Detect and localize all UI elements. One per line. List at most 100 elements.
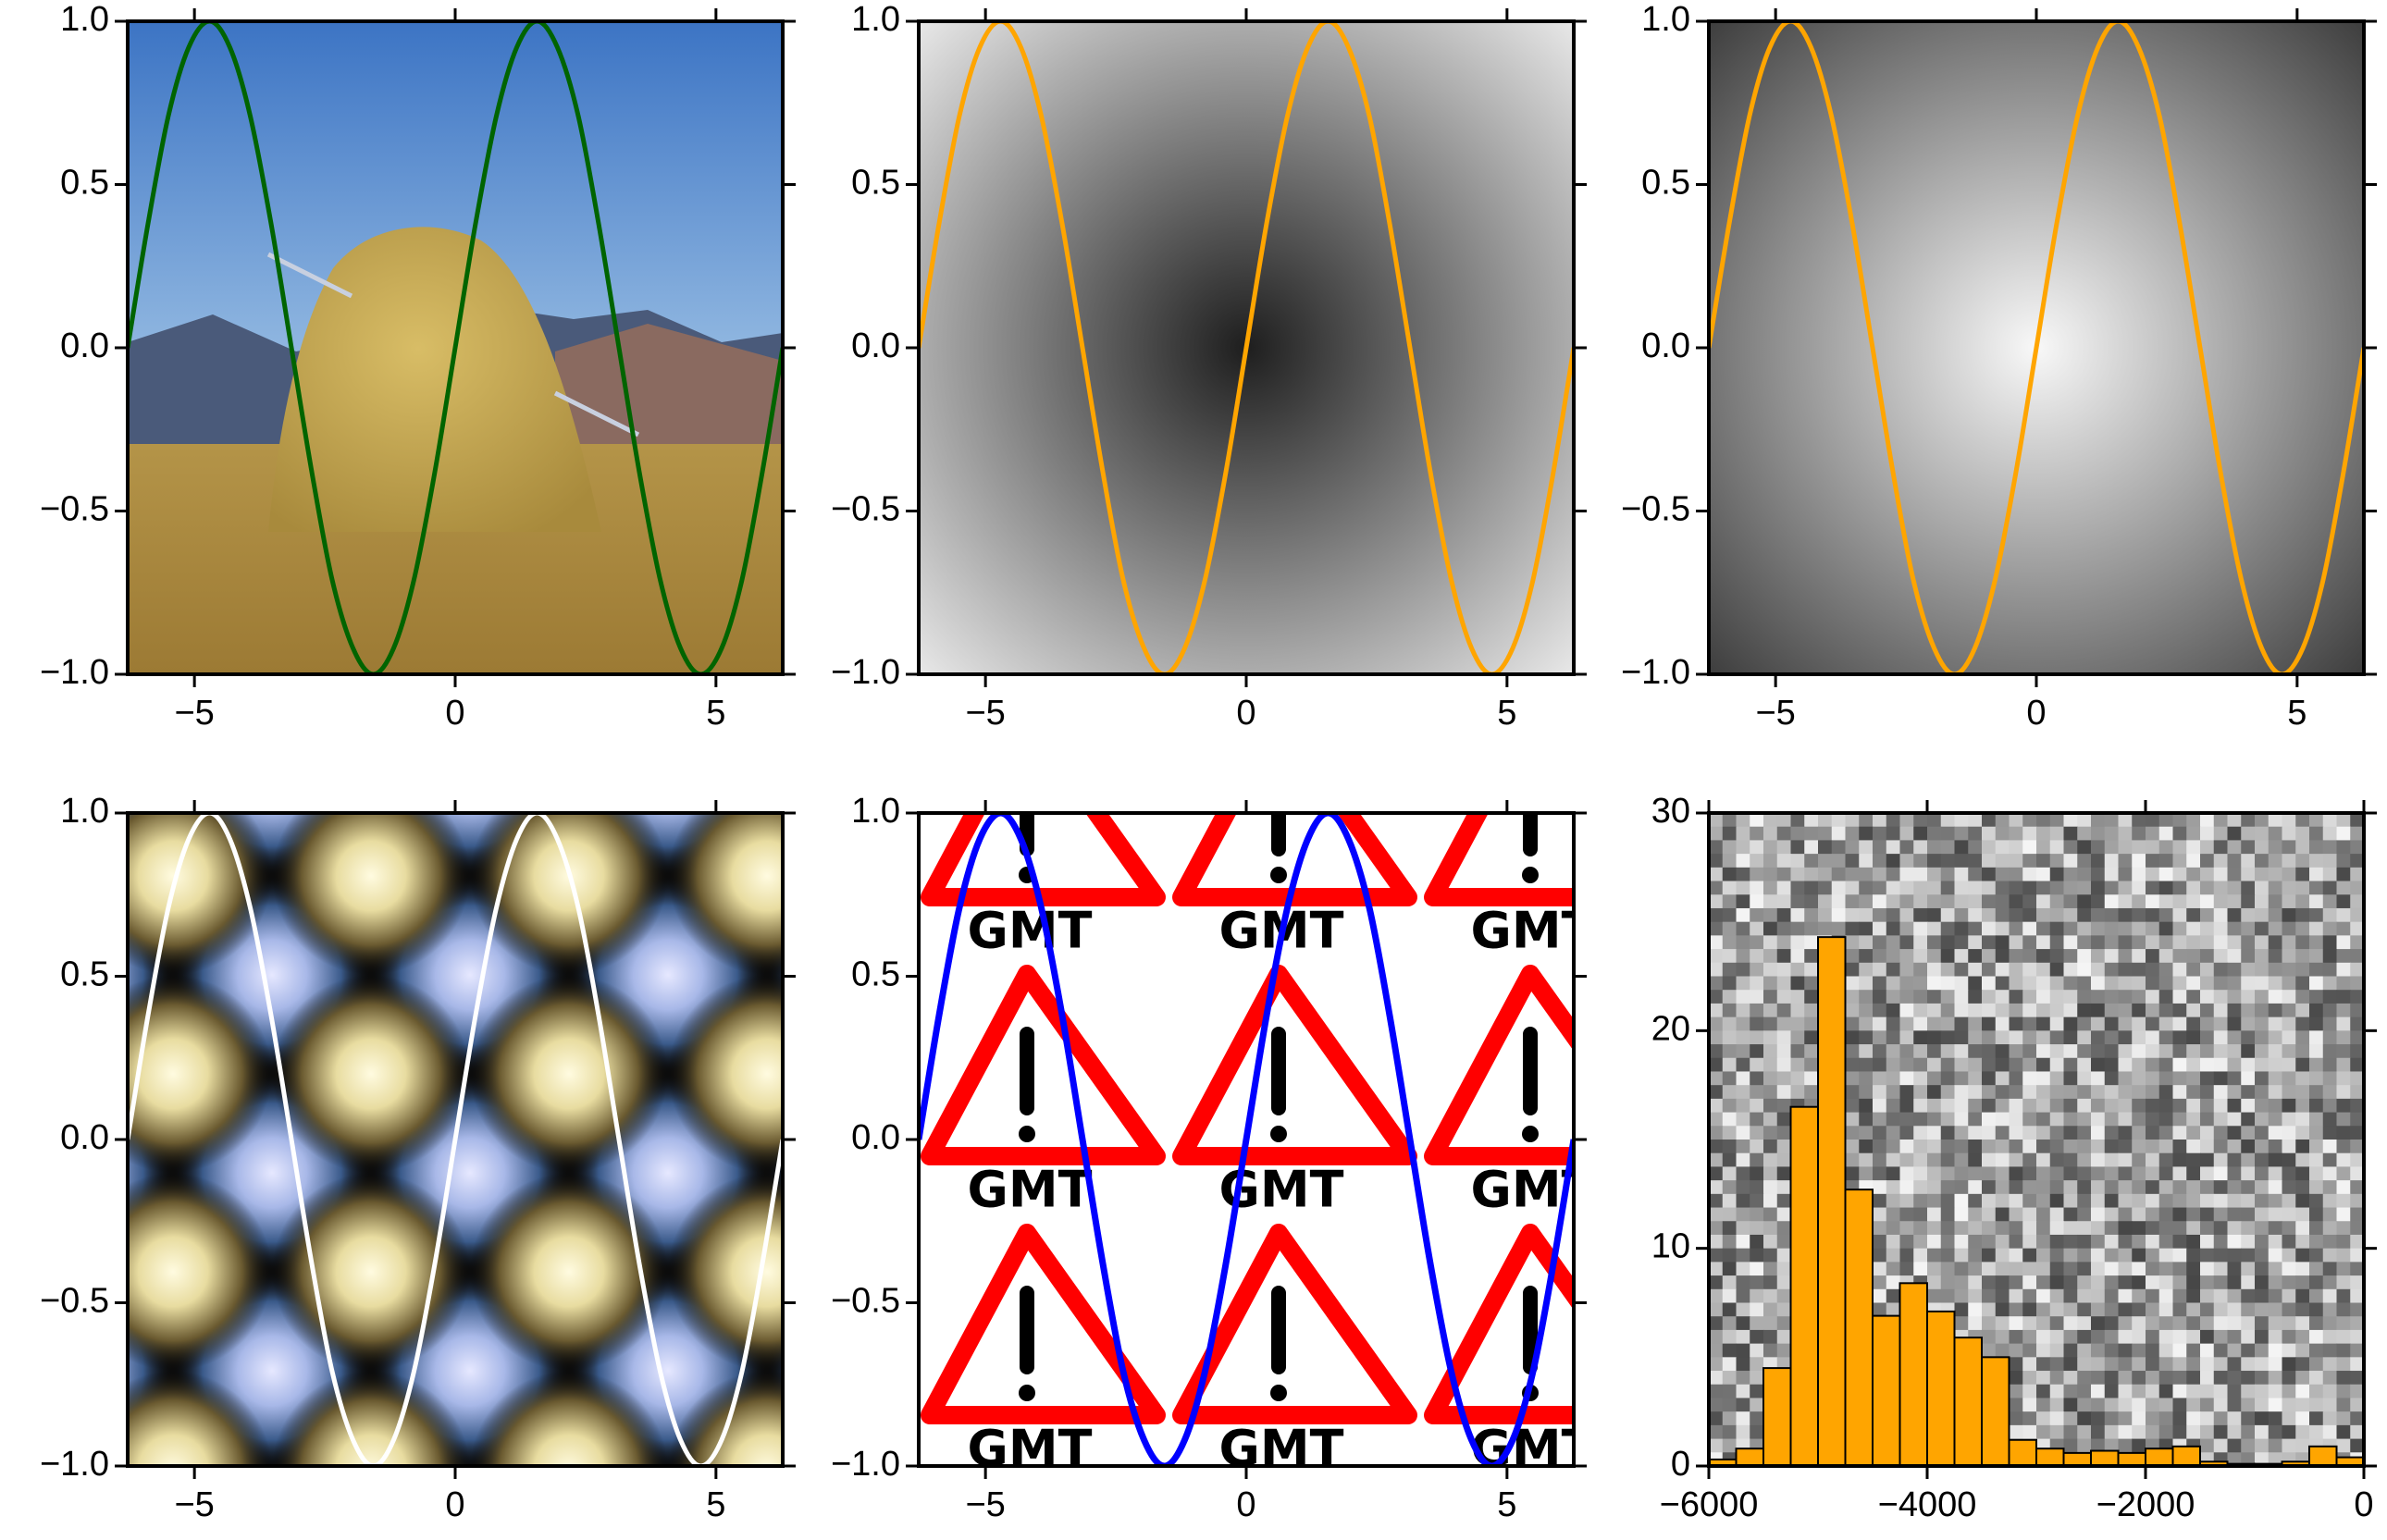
noise-cell [2063, 1398, 2078, 1412]
noise-cell [1899, 907, 1914, 923]
noise-cell [2186, 907, 2201, 923]
noise-cell [2063, 826, 2078, 842]
noise-cell [2146, 1003, 2160, 1018]
noise-cell [2077, 881, 2092, 895]
noise-cell [2255, 813, 2270, 828]
noise-cell [1722, 1275, 1738, 1290]
noise-cell [2186, 1384, 2201, 1399]
noise-cell [2282, 1057, 2296, 1073]
noise-cell [2104, 894, 2120, 909]
noise-cell [2213, 1003, 2229, 1018]
noise-cell [1995, 1316, 2010, 1331]
noise-cell [2255, 1357, 2270, 1372]
noise-cell [2009, 949, 2023, 964]
noise-cell [1954, 1071, 1969, 1086]
noise-cell [2268, 1343, 2283, 1358]
noise-cell [2282, 1302, 2296, 1317]
noise-cell [2146, 962, 2160, 978]
noise-cell [2213, 1316, 2229, 1331]
noise-cell [1995, 1248, 2010, 1263]
noise-cell [1845, 1140, 1860, 1154]
noise-cell [1763, 1098, 1778, 1114]
noise-cell [2077, 1398, 2092, 1412]
noise-cell [2227, 1207, 2242, 1222]
noise-cell [1776, 854, 1792, 869]
noise-cell [2146, 813, 2160, 828]
noise-cell [1968, 1302, 1983, 1317]
noise-cell [2255, 1221, 2270, 1236]
noise-cell [1873, 1126, 1887, 1140]
noise-cell [2172, 1329, 2187, 1345]
noise-cell [2104, 813, 2120, 828]
y-tick-label: −0.5 [40, 490, 109, 529]
noise-cell [2255, 1044, 2270, 1059]
noise-cell [1913, 1262, 1928, 1276]
noise-cell [1709, 1288, 1724, 1304]
noise-cell [2268, 826, 2283, 842]
noise-cell [2241, 813, 2256, 828]
noise-cell [2049, 976, 2065, 991]
noise-cell [1859, 1152, 1874, 1168]
noise-cell [1736, 1275, 1750, 1290]
noise-cell [1709, 1140, 1724, 1154]
noise-cell [2295, 1057, 2310, 1073]
y-tick-label: −0.5 [40, 1282, 109, 1321]
noise-cell [2309, 1398, 2324, 1412]
noise-cell [2255, 1085, 2270, 1100]
noise-cell [2009, 867, 2023, 882]
noise-cell [2268, 1126, 2283, 1140]
noise-cell [2200, 1411, 2215, 1426]
noise-cell [2104, 921, 2120, 936]
noise-cell [1859, 1030, 1874, 1045]
noise-cell [2268, 1085, 2283, 1100]
noise-cell [1913, 1098, 1928, 1114]
noise-cell [2213, 1221, 2229, 1236]
noise-cell [1968, 1234, 1983, 1250]
noise-cell [1982, 1071, 1997, 1086]
noise-cell [1845, 894, 1860, 909]
noise-cell [1913, 962, 1928, 978]
noise-cell [2022, 1180, 2037, 1195]
noise-cell [1899, 1262, 1914, 1276]
noise-cell [1982, 813, 1997, 828]
noise-cell [1709, 1329, 1724, 1345]
noise-cell [2309, 1262, 2324, 1276]
noise-cell [2186, 1424, 2201, 1440]
noise-cell [1709, 949, 1724, 964]
noise-cell [1968, 1248, 1983, 1263]
noise-cell [1940, 813, 1956, 828]
noise-cell [2241, 1071, 2256, 1086]
noise-cell [2158, 1057, 2174, 1073]
noise-cell [2241, 1398, 2256, 1412]
noise-cell [2118, 1030, 2133, 1045]
noise-cell [1927, 990, 1942, 1004]
noise-cell [2350, 1371, 2364, 1386]
noise-cell [2227, 1262, 2242, 1276]
noise-cell [2350, 840, 2364, 855]
noise-cell [1886, 1302, 1901, 1317]
x-tick-label: 0 [445, 694, 464, 733]
noise-cell [2077, 1262, 2092, 1276]
noise-cell [2322, 1180, 2338, 1195]
noise-cell [2104, 1140, 2120, 1154]
noise-cell [1995, 1180, 2010, 1195]
noise-cell [2063, 962, 2078, 978]
noise-cell [1790, 854, 1805, 869]
noise-cell [2241, 1207, 2256, 1222]
noise-cell [2322, 1424, 2338, 1440]
noise-cell [2268, 907, 2283, 923]
noise-cell [1763, 1262, 1778, 1276]
noise-cell [2063, 1057, 2078, 1073]
noise-cell [1927, 976, 1942, 991]
noise-cell [2241, 1030, 2256, 1045]
noise-cell [1722, 1371, 1738, 1386]
noise-cell [1804, 854, 1819, 869]
noise-cell [2009, 840, 2023, 855]
noise-cell [2118, 1112, 2133, 1127]
noise-cell [2077, 962, 2092, 978]
noise-cell [2213, 1140, 2229, 1154]
noise-cell [2255, 1424, 2270, 1440]
noise-cell [1995, 962, 2010, 978]
noise-cell [2172, 1085, 2187, 1100]
noise-cell [1859, 1112, 1874, 1127]
